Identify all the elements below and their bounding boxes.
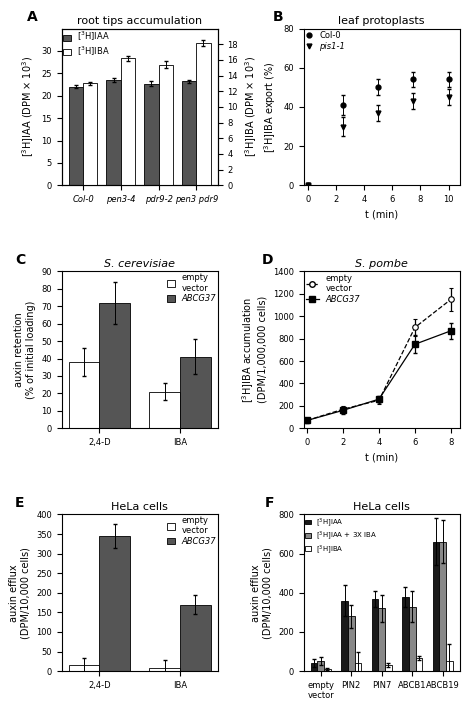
Bar [433, 542, 439, 671]
Legend: empty
vector, ABCG37: empty vector, ABCG37 [306, 274, 360, 304]
Bar [180, 357, 210, 428]
Bar [83, 84, 98, 186]
Bar [341, 600, 348, 671]
Title: HeLa cells: HeLa cells [111, 502, 168, 512]
Bar [318, 661, 324, 671]
Bar [100, 536, 130, 671]
Text: F: F [264, 496, 274, 510]
Bar [402, 597, 409, 671]
Bar [439, 542, 446, 671]
Title: root tips accumulation: root tips accumulation [77, 16, 202, 26]
Bar [69, 87, 83, 186]
Bar [107, 80, 121, 186]
Bar [121, 59, 135, 186]
Legend: empty
vector, ABCG37: empty vector, ABCG37 [167, 273, 216, 303]
Bar [182, 81, 196, 186]
Title: HeLa cells: HeLa cells [353, 502, 410, 512]
Bar [180, 605, 210, 671]
X-axis label: t (min): t (min) [365, 210, 398, 220]
Bar [69, 665, 100, 671]
Bar [378, 608, 385, 671]
Bar [149, 668, 180, 671]
Legend: [$^3$H]IAA, [$^3$H]IAA + 3X IBA, [$^3$H]IBA: [$^3$H]IAA, [$^3$H]IAA + 3X IBA, [$^3$H]… [305, 516, 377, 555]
Text: D: D [262, 253, 273, 266]
Text: C: C [15, 253, 25, 266]
Title: S. cerevisiae: S. cerevisiae [104, 259, 175, 269]
Bar [324, 669, 331, 671]
Y-axis label: auxin efflux
(DPM/10,000 cells): auxin efflux (DPM/10,000 cells) [9, 547, 30, 639]
Y-axis label: [$^3$H]IAA (DPM × 10$^3$): [$^3$H]IAA (DPM × 10$^3$) [20, 56, 36, 158]
Bar [409, 606, 416, 671]
Legend: [$^3$H]IAA, [$^3$H]IBA: [$^3$H]IAA, [$^3$H]IBA [64, 30, 110, 59]
Bar [149, 392, 180, 428]
Bar [196, 43, 210, 186]
Text: B: B [273, 10, 283, 24]
Text: E: E [15, 496, 24, 510]
Bar [159, 64, 173, 186]
Y-axis label: [$^3$H]IBA (DPM × 10$^3$): [$^3$H]IBA (DPM × 10$^3$) [244, 56, 259, 158]
Bar [311, 663, 318, 671]
Bar [416, 658, 422, 671]
Bar [385, 665, 392, 671]
Y-axis label: [$^3$H]IBA accumulation
(DPM/1,000,000 cells): [$^3$H]IBA accumulation (DPM/1,000,000 c… [240, 296, 267, 403]
X-axis label: t (min): t (min) [365, 453, 398, 463]
Bar [100, 303, 130, 428]
Y-axis label: auxin efflux
(DPM/10,000 cells): auxin efflux (DPM/10,000 cells) [251, 547, 273, 639]
Bar [144, 84, 159, 186]
Text: A: A [27, 10, 38, 24]
Y-axis label: auxin retention
(% of initial loading): auxin retention (% of initial loading) [14, 301, 36, 399]
Bar [446, 661, 453, 671]
Legend: Col-0, pis1-1: Col-0, pis1-1 [306, 31, 346, 51]
Legend: empty
vector, ABCG37: empty vector, ABCG37 [167, 516, 216, 546]
Bar [348, 616, 355, 671]
Title: S. pombe: S. pombe [356, 259, 408, 269]
Bar [69, 362, 100, 428]
Bar [372, 598, 378, 671]
Title: leaf protoplasts: leaf protoplasts [338, 16, 425, 26]
Y-axis label: [$^3$H]IBA export (%): [$^3$H]IBA export (%) [262, 61, 278, 153]
Bar [355, 663, 361, 671]
